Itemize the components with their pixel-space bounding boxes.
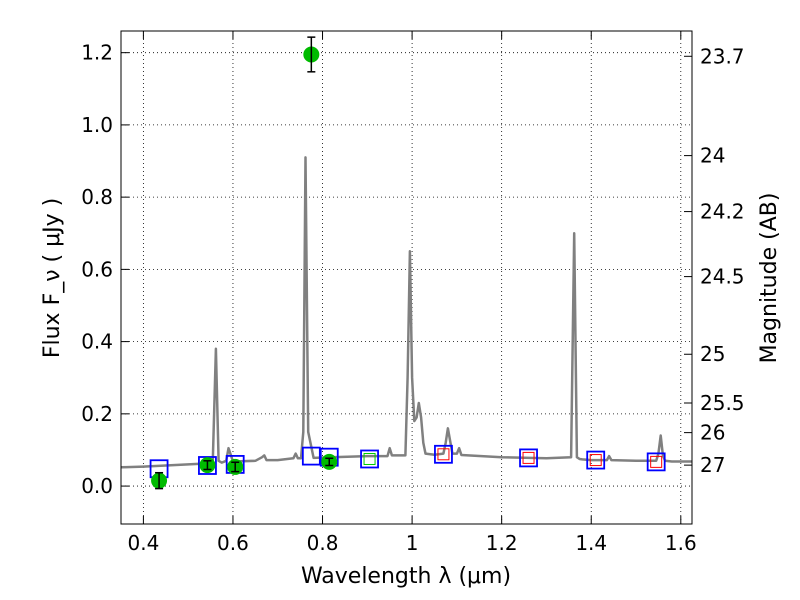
y-tick-label: 0.2 bbox=[81, 402, 113, 426]
x-tick-label: 1.2 bbox=[486, 531, 518, 555]
synthetic-flux-box bbox=[434, 444, 453, 464]
y-tick-label: 1.0 bbox=[81, 113, 113, 137]
right-tick-label: 25.5 bbox=[700, 391, 745, 415]
x-axis: 0.4 0.6 0.8 1 1.2 1.4 1.6 bbox=[127, 31, 697, 555]
synthetic-flux-box bbox=[301, 446, 321, 466]
synthetic-flux-box-inner bbox=[437, 448, 450, 461]
y-axis-right: 23.7 24 24.2 24.5 25 25.5 26 27 bbox=[684, 44, 745, 477]
x-tick-label: 0.4 bbox=[127, 531, 159, 555]
synthetic-flux-box-inner bbox=[650, 455, 663, 468]
x-tick-label: 1 bbox=[406, 531, 419, 555]
synthetic-flux-box-inner bbox=[522, 451, 535, 464]
right-tick-label: 24.2 bbox=[700, 200, 745, 224]
synthetic-flux-box bbox=[198, 456, 217, 475]
right-tick-label: 23.7 bbox=[700, 44, 745, 68]
right-tick-label: 24 bbox=[700, 144, 725, 168]
x-axis-label: Wavelength λ (μm) bbox=[301, 564, 511, 589]
right-tick-label: 25 bbox=[700, 342, 725, 366]
synthetic-flux-box bbox=[519, 448, 538, 468]
observed-photometry bbox=[151, 36, 338, 490]
y-tick-label: 0.4 bbox=[81, 330, 113, 354]
y-axis-label-right: Magnitude (AB) bbox=[757, 193, 782, 364]
y-tick-label: 0.6 bbox=[81, 257, 113, 281]
right-tick-label: 24.5 bbox=[700, 265, 745, 289]
synthetic-flux-box-inner bbox=[589, 454, 602, 467]
y-tick-label: 0.0 bbox=[81, 474, 113, 498]
right-tick-label: 26 bbox=[700, 421, 725, 445]
synthetic-flux-box bbox=[586, 450, 606, 470]
synthetic-flux-box bbox=[360, 449, 379, 469]
synthetic-flux-box-inner bbox=[363, 452, 376, 465]
y-tick-label: 0.8 bbox=[81, 185, 113, 209]
plot-frame bbox=[120, 30, 693, 525]
y-axis-label-left: Flux F_ν ( μJy ) bbox=[40, 198, 65, 358]
x-tick-label: 1.6 bbox=[665, 531, 697, 555]
y-tick-label: 1.2 bbox=[81, 41, 113, 65]
x-tick-label: 0.6 bbox=[217, 531, 249, 555]
right-tick-label: 27 bbox=[700, 453, 725, 477]
y-axis-left: 0.0 0.2 0.4 0.6 0.8 1.0 1.2 bbox=[81, 41, 129, 498]
synthetic-flux-box bbox=[646, 452, 666, 472]
x-tick-label: 1.4 bbox=[575, 531, 607, 555]
x-tick-label: 0.8 bbox=[307, 531, 339, 555]
